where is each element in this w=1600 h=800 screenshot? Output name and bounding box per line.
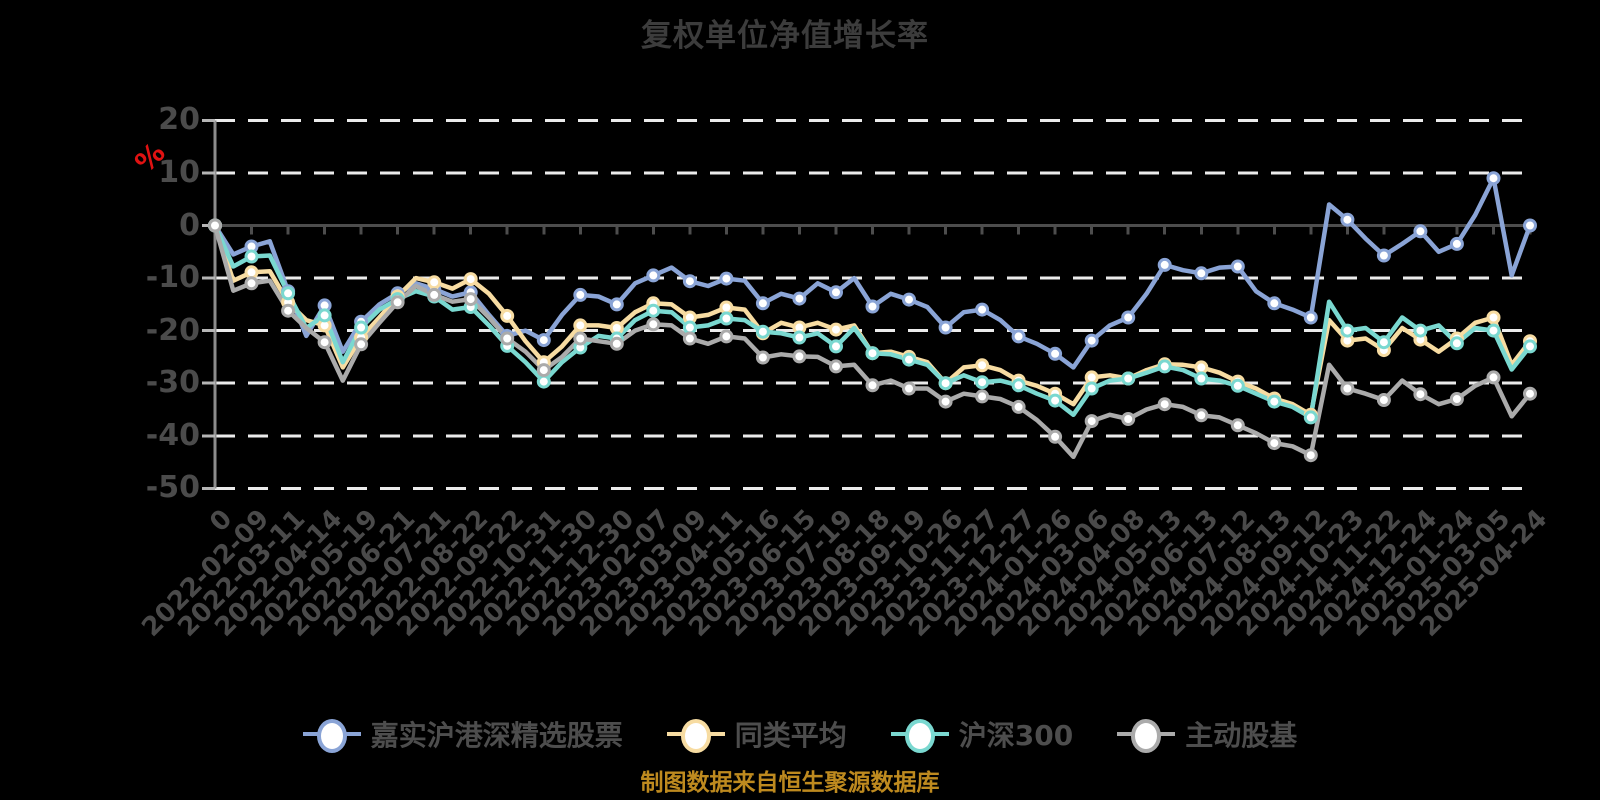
y-axis bbox=[202, 118, 217, 490]
legend-label: 同类平均 bbox=[734, 719, 847, 752]
gridlines bbox=[215, 118, 1530, 490]
y-tick-label: -50 bbox=[145, 470, 200, 506]
legend-item-0: 嘉实沪港深精选股票 bbox=[302, 714, 623, 754]
y-tick-label: -40 bbox=[145, 417, 200, 453]
legend-marker-icon bbox=[666, 718, 725, 753]
legend-marker-icon bbox=[890, 718, 949, 753]
data-source-note: 制图数据来自恒生聚源数据库 bbox=[640, 770, 940, 796]
x-axis-zero-line bbox=[215, 224, 1532, 235]
series-line-3 bbox=[212, 223, 1533, 460]
chart-legend: 嘉实沪港深精选股票 同类平均 沪深300 主动股基 bbox=[0, 714, 1600, 754]
series-markers-2 bbox=[208, 218, 1537, 425]
chart-title: 复权单位净值增长率 bbox=[641, 18, 929, 54]
legend-label: 主动股基 bbox=[1185, 719, 1298, 752]
y-tick-label: 0 bbox=[179, 207, 200, 243]
y-tick-label: -10 bbox=[145, 260, 200, 296]
legend-item-3: 主动股基 bbox=[1117, 714, 1297, 754]
legend-item-1: 同类平均 bbox=[666, 714, 847, 754]
series-line-0 bbox=[212, 175, 1533, 370]
y-tick-label: 10 bbox=[158, 154, 200, 190]
series-markers-3 bbox=[208, 218, 1537, 463]
legend-marker-icon bbox=[302, 718, 361, 753]
y-tick-label: 20 bbox=[158, 102, 200, 138]
legend-label: 沪深300 bbox=[958, 719, 1074, 752]
y-tick-label: -20 bbox=[145, 312, 200, 348]
legend-marker-icon bbox=[1117, 718, 1176, 753]
y-tick-label: -30 bbox=[145, 365, 200, 401]
legend-item-2: 沪深300 bbox=[890, 714, 1074, 754]
legend-label: 嘉实沪港深精选股票 bbox=[370, 719, 623, 752]
